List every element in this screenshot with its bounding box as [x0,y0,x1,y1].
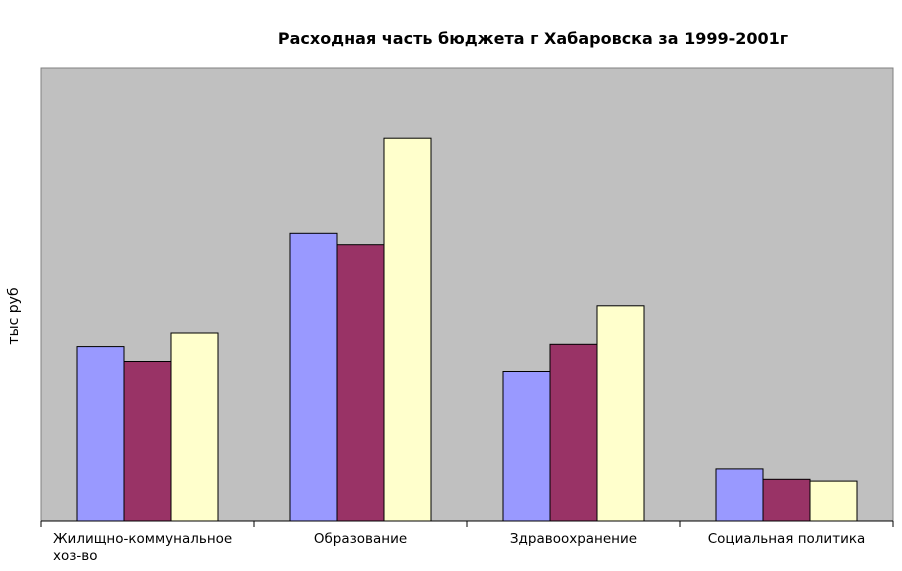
bar-cat4-series1 [715,468,764,522]
y-axis-label: тыс руб [6,287,22,344]
bar-cat1-series2 [123,361,172,522]
category-label: Образование [314,531,407,547]
category-label: Здравоохранение [510,531,637,547]
bar-cat2-series1 [289,232,338,522]
chart-title: Расходная часть бюджета г Хабаровска за … [278,29,788,48]
bar-cat1-series3 [170,332,219,522]
bar-cat3-series2 [549,343,598,522]
category-label: Социальная политика [708,531,866,547]
bar-cat3-series3 [596,305,645,522]
x-axis [40,520,894,527]
bar-cat3-series1 [502,371,551,522]
category-label: Жилищно-коммунальное хоз-во [53,531,232,564]
category-labels: Жилищно-коммунальное хоз-во Образование Здр… [53,531,865,564]
bar-cat4-series2 [762,478,811,522]
bar-cat2-series2 [336,244,385,522]
bar-cat2-series3 [383,137,432,522]
bar-cat4-series3 [809,480,858,522]
bar-cat1-series1 [76,346,125,522]
bars-group [76,137,858,522]
